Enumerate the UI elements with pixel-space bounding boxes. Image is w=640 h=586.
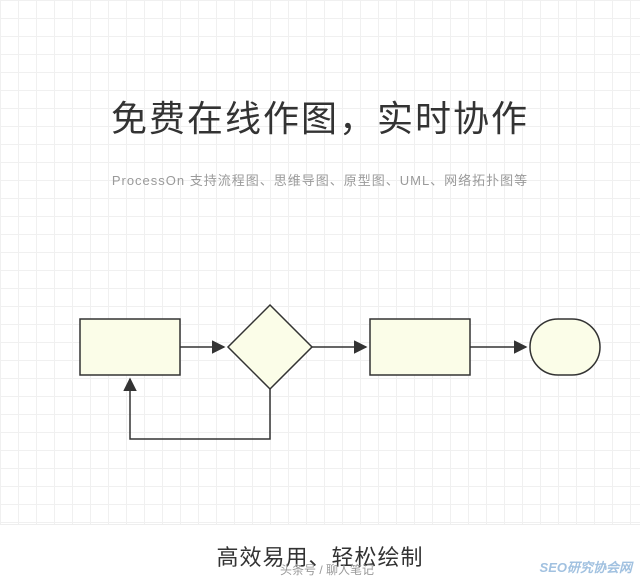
flowchart-node-rect2 xyxy=(370,319,470,375)
page-subtitle: ProcessOn 支持流程图、思维导图、原型图、UML、网络拓扑图等 xyxy=(0,170,640,189)
flowchart-node-diamond xyxy=(228,305,312,389)
flowchart-svg xyxy=(20,289,620,469)
watermark-source: 头条号 / 聊人笔记 xyxy=(280,561,374,578)
header: 免费在线作图，实时协作 ProcessOn 支持流程图、思维导图、原型图、UML… xyxy=(0,0,640,189)
flowchart-edge xyxy=(130,379,270,439)
flowchart-node-rect1 xyxy=(80,319,180,375)
page-title: 免费在线作图，实时协作 xyxy=(0,90,640,142)
watermark-brand: SEO研究协会网 xyxy=(540,557,632,576)
flowchart-node-rounded xyxy=(530,319,600,375)
flowchart-diagram xyxy=(0,289,640,519)
